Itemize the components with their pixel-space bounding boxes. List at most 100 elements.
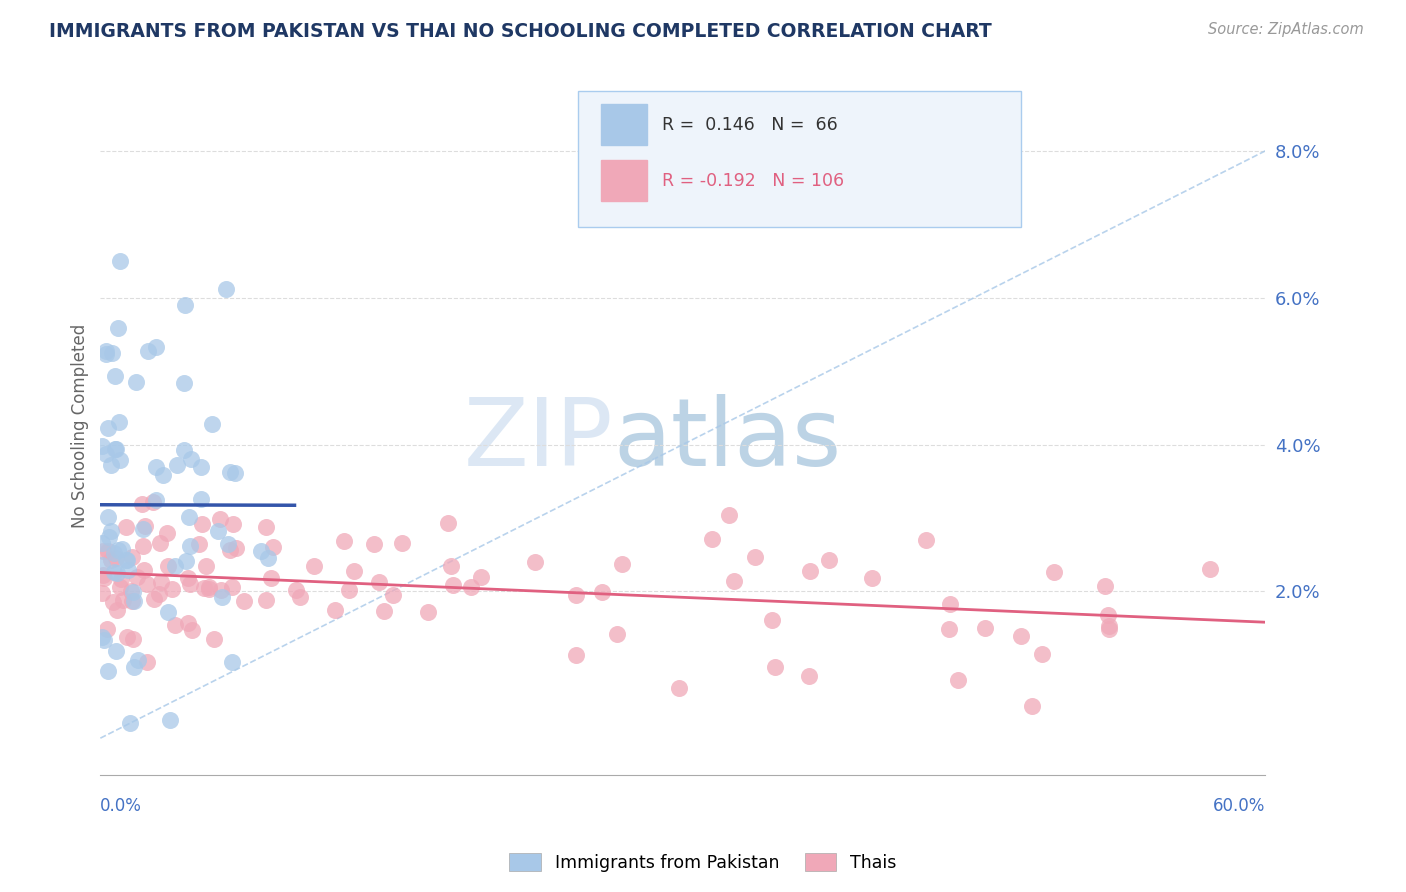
Point [100,552,122,566]
Point [177,616,200,631]
Point [91,558,114,573]
Point [174,553,197,567]
Point [159,714,181,728]
Point [91,536,114,550]
Point [187,537,209,551]
Point [179,539,201,553]
Point [105,442,128,457]
Text: atlas: atlas [613,394,841,486]
Point [337,582,360,597]
Point [156,605,179,619]
Point [148,587,170,601]
Point [209,583,232,598]
Point [120,583,142,598]
Point [207,524,229,538]
Point [115,553,138,567]
Point [103,565,125,579]
Point [115,520,138,534]
Point [382,588,405,602]
Point [173,376,195,391]
Point [108,415,131,429]
Point [93,571,115,585]
Y-axis label: No Schooling Completed: No Schooling Completed [72,324,89,528]
Point [180,452,202,467]
Point [606,627,628,641]
Point [946,673,969,688]
Point [1098,618,1121,632]
Point [121,549,143,564]
Point [222,516,245,531]
Point [1098,623,1121,637]
Point [219,543,242,558]
Point [416,606,439,620]
Point [974,622,997,636]
Point [124,594,146,608]
Point [91,585,114,599]
Point [91,543,114,558]
FancyBboxPatch shape [602,104,647,145]
Point [373,604,395,618]
Point [104,368,127,383]
Point [368,575,391,590]
Point [135,576,157,591]
Point [343,564,366,578]
Point [94,344,117,359]
Point [179,577,201,591]
Point [93,568,115,582]
Text: IMMIGRANTS FROM PAKISTAN VS THAI NO SCHOOLING COMPLETED CORRELATION CHART: IMMIGRANTS FROM PAKISTAN VS THAI NO SCHO… [49,22,993,41]
Point [145,340,167,354]
Point [115,630,138,644]
Point [143,591,166,606]
Point [136,343,159,358]
Point [97,664,120,678]
Point [149,535,172,549]
Point [440,558,463,573]
Point [524,555,547,569]
Point [127,570,149,584]
Point [132,522,155,536]
Point [160,582,183,596]
Point [197,582,219,596]
Point [100,524,122,538]
Point [145,459,167,474]
Point [1094,579,1116,593]
Point [177,571,200,585]
Point [1010,629,1032,643]
Point [221,656,243,670]
Point [94,347,117,361]
Point [1031,647,1053,661]
Point [142,494,165,508]
Point [111,593,134,607]
Point [131,497,153,511]
Point [180,623,202,637]
Point [120,716,142,731]
Point [717,508,740,522]
Point [194,559,217,574]
Point [104,550,127,565]
Point [115,553,138,567]
Point [224,467,246,481]
Point [122,660,145,674]
Point [132,539,155,553]
Point [817,552,839,566]
Point [190,459,212,474]
Point [104,442,127,456]
Text: R = -0.192   N = 106: R = -0.192 N = 106 [662,171,844,190]
Point [96,447,118,461]
Point [565,648,588,662]
Point [208,512,231,526]
Point [1097,607,1119,622]
Point [702,532,724,546]
Point [110,573,132,587]
FancyBboxPatch shape [602,160,647,201]
Point [101,595,124,609]
Point [610,558,633,572]
FancyBboxPatch shape [578,91,1021,227]
Point [460,581,482,595]
Point [215,282,238,296]
Point [290,590,312,604]
Text: R =  0.146   N =  66: R = 0.146 N = 66 [662,116,838,134]
Point [1199,562,1222,576]
Point [156,526,179,541]
Point [121,593,143,607]
